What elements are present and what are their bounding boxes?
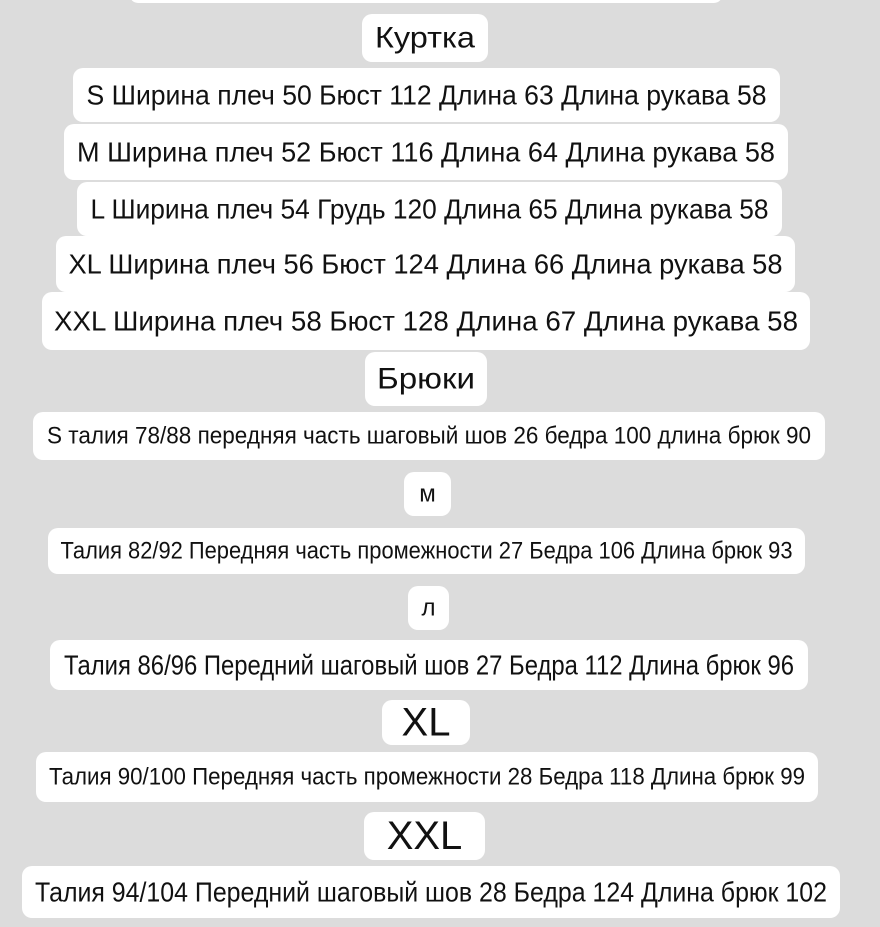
line-text: Куртка — [375, 22, 475, 55]
line-text: Талия 82/92 Передняя часть промежности 2… — [61, 538, 793, 565]
cut-off-pill — [131, 0, 721, 3]
line-pill — [42, 292, 810, 350]
line-pill — [56, 236, 795, 292]
line-pill — [33, 412, 825, 460]
line-text: L Ширина плеч 54 Грудь 120 Длина 65 Длин… — [91, 194, 769, 225]
line-text: S талия 78/88 передняя часть шаговый шов… — [47, 423, 811, 450]
line-text: XXL — [387, 814, 463, 858]
line-pill — [362, 14, 488, 62]
rows: Куртка S Ширина плеч 50 Бюст 112 Длина 63… — [22, 14, 840, 918]
line-text: XL — [402, 701, 451, 745]
line-text: Талия 90/100 Передняя часть промежности … — [49, 764, 805, 791]
line-text: S Ширина плеч 50 Бюст 112 Длина 63 Длина… — [87, 80, 767, 111]
line-text: л — [421, 595, 435, 622]
line-pill — [77, 182, 782, 236]
line-pill — [64, 124, 788, 180]
line-pill — [382, 700, 470, 745]
line-text: Брюки — [377, 363, 475, 396]
line-pill — [36, 752, 818, 802]
line-pill — [404, 472, 451, 516]
line-pill — [22, 866, 840, 918]
line-pill — [48, 528, 805, 574]
line-text: XL Ширина плеч 56 Бюст 124 Длина 66 Длин… — [69, 249, 783, 280]
line-text: M Ширина плеч 52 Бюст 116 Длина 64 Длина… — [77, 137, 775, 168]
line-text: XXL Ширина плеч 58 Бюст 128 Длина 67 Дли… — [54, 306, 798, 337]
line-pill — [50, 640, 808, 690]
line-text: Талия 86/96 Передний шаговый шов 27 Бедр… — [64, 650, 794, 681]
line-pill — [408, 586, 449, 630]
line-pill — [365, 352, 487, 406]
line-text: м — [419, 481, 436, 508]
line-text: Талия 94/104 Передний шаговый шов 28 Бед… — [35, 877, 827, 908]
line-pill — [364, 812, 485, 860]
line-pill — [73, 68, 780, 122]
